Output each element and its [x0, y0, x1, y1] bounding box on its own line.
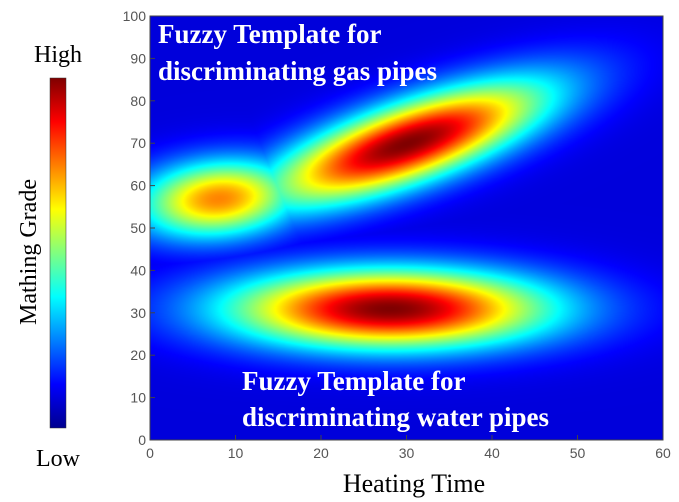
- heatmap-surface: [150, 16, 663, 440]
- colorbar: [49, 77, 67, 429]
- x-tick-label: 50: [570, 445, 586, 461]
- x-tick-label: 30: [399, 445, 415, 461]
- y-tick-label: 100: [123, 8, 147, 24]
- y-tick-label: 0: [138, 432, 146, 448]
- y-tick-label: 70: [130, 135, 146, 151]
- y-tick-label: 50: [130, 220, 146, 236]
- colorbar-title: Mathing Grade: [16, 179, 42, 325]
- plot-area: [149, 15, 664, 441]
- y-tick-label: 10: [130, 390, 146, 406]
- x-tick-label: 40: [484, 445, 500, 461]
- y-tick-label: 80: [130, 93, 146, 109]
- colorbar-high-label: High: [34, 42, 82, 68]
- y-tick-label: 90: [130, 50, 146, 66]
- y-tick-label: 40: [130, 262, 146, 278]
- water-pipe-annotation-line1: Fuzzy Template for: [242, 366, 465, 396]
- x-axis-title: Heating Time: [343, 469, 485, 498]
- gas-pipe-annotation-line1: Fuzzy Template for: [158, 19, 381, 49]
- x-tick-label: 0: [146, 445, 154, 461]
- water-pipe-annotation-line2: discriminating water pipes: [242, 402, 549, 432]
- y-tick-label: 30: [130, 305, 146, 321]
- y-tick-label: 60: [130, 178, 146, 194]
- gas-pipe-annotation-line2: discriminating gas pipes: [158, 56, 437, 86]
- axis-ticks: 0 10 20 30 40 50 60 0 10 20 30 40 50 60 70 80 90 100: [123, 8, 671, 461]
- colorbar-low-label: Low: [36, 446, 81, 472]
- x-tick-label: 60: [655, 445, 671, 461]
- x-tick-label: 10: [228, 445, 244, 461]
- x-tick-label: 20: [313, 445, 329, 461]
- y-tick-label: 20: [130, 347, 146, 363]
